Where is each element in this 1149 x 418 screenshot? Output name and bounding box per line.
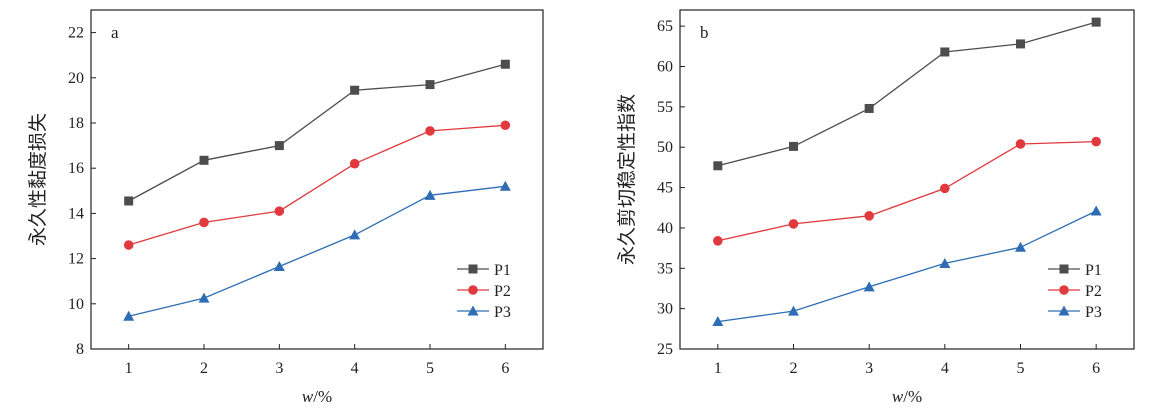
legend-marker-P1 [468,264,478,274]
legend-label-P2: P2 [494,283,511,300]
y-tick-label: 12 [68,251,84,268]
y-tick-label: 18 [68,115,84,132]
data-point-P2 [940,183,950,194]
y-tick-label: 30 [657,301,673,318]
x-tick-label: 6 [501,360,509,377]
x-tick-label: 3 [275,360,283,377]
y-tick-label: 16 [68,160,84,177]
legend-marker-P2 [1059,285,1069,295]
data-point-P2 [349,158,360,169]
data-point-P2 [123,240,134,250]
data-point-P2 [864,211,874,221]
data-point-P3 [123,310,135,321]
y-tick-label: 60 [657,59,673,76]
data-point-P2 [274,206,285,216]
data-point-P2 [199,217,209,228]
data-point-P2 [713,236,723,246]
y-tick-label: 40 [657,220,673,237]
legend-label-P3: P3 [1085,304,1102,321]
data-point-P1 [199,155,209,165]
x-tick-label: 4 [351,360,359,377]
data-point-P2 [788,219,799,229]
data-point-P1 [124,196,134,206]
data-point-P1 [864,103,874,113]
y-tick-label: 50 [657,139,673,156]
y-tick-label: 20 [68,70,84,87]
series-line-P1 [717,21,1097,167]
y-tick-label: 45 [657,180,673,197]
x-tick-label: 1 [125,360,133,377]
data-point-P3 [1090,205,1102,216]
data-point-P3 [863,281,875,292]
data-point-P1 [350,85,360,95]
x-tick-label: 5 [426,360,434,377]
data-point-P1 [1091,17,1101,27]
data-point-P3 [499,180,511,191]
plot-frame [90,9,544,350]
data-point-P1 [940,47,950,57]
y-tick-label: 55 [657,99,673,116]
data-point-P3 [788,305,799,316]
legend-marker-P3 [1058,305,1070,316]
series-line-P1 [128,63,506,202]
data-point-P1 [789,141,798,151]
data-point-P3 [273,261,285,272]
y-tick-label: 22 [68,25,84,42]
y-tick-label: 14 [68,205,84,222]
panel-label: a [111,23,119,42]
y-axis-label: 永久性黏度损失 [27,113,49,246]
legend-label-P1: P1 [494,262,511,279]
x-tick-label: 1 [714,360,722,377]
y-axis-label: 永久剪切稳定性指数 [616,94,638,265]
series-line-P3 [128,185,506,317]
x-tick-label: 2 [790,360,798,377]
data-point-P2 [1015,139,1026,149]
data-point-P1 [425,80,435,90]
data-point-P3 [712,316,724,327]
y-tick-label: 10 [68,296,84,313]
data-point-P3 [198,292,210,303]
y-tick-label: 35 [657,260,673,277]
data-point-P3 [424,189,436,200]
data-point-P1 [1016,39,1025,49]
legend-label-P3: P3 [494,304,511,321]
data-point-P1 [713,161,723,171]
data-point-P3 [349,229,361,240]
series-line-P2 [717,140,1097,242]
x-tick-label: 3 [865,360,873,377]
data-point-P3 [1015,241,1026,252]
data-point-P2 [425,126,435,136]
y-tick-label: 8 [76,341,84,358]
data-point-P1 [500,59,510,69]
y-tick-label: 65 [657,18,673,35]
x-axis-label: w/% [892,387,922,406]
x-axis-label: w/% [302,387,332,406]
panel-label: b [700,23,709,42]
data-point-P2 [1091,136,1101,147]
legend-marker-P3 [467,305,479,316]
legend-marker-P1 [1059,264,1069,274]
y-tick-label: 25 [657,341,673,358]
x-tick-label: 6 [1092,360,1100,377]
data-point-P1 [274,141,284,151]
x-tick-label: 5 [1017,360,1025,377]
x-tick-label: 2 [200,360,208,377]
series-line-P2 [128,124,506,246]
legend-marker-P2 [468,285,478,295]
x-tick-label: 4 [941,360,949,377]
series-line-P3 [717,210,1097,323]
data-point-P2 [500,120,511,131]
data-point-P3 [939,257,951,268]
legend-label-P1: P1 [1085,262,1102,279]
legend-label-P2: P2 [1085,283,1102,300]
plot-frame [679,9,1135,350]
